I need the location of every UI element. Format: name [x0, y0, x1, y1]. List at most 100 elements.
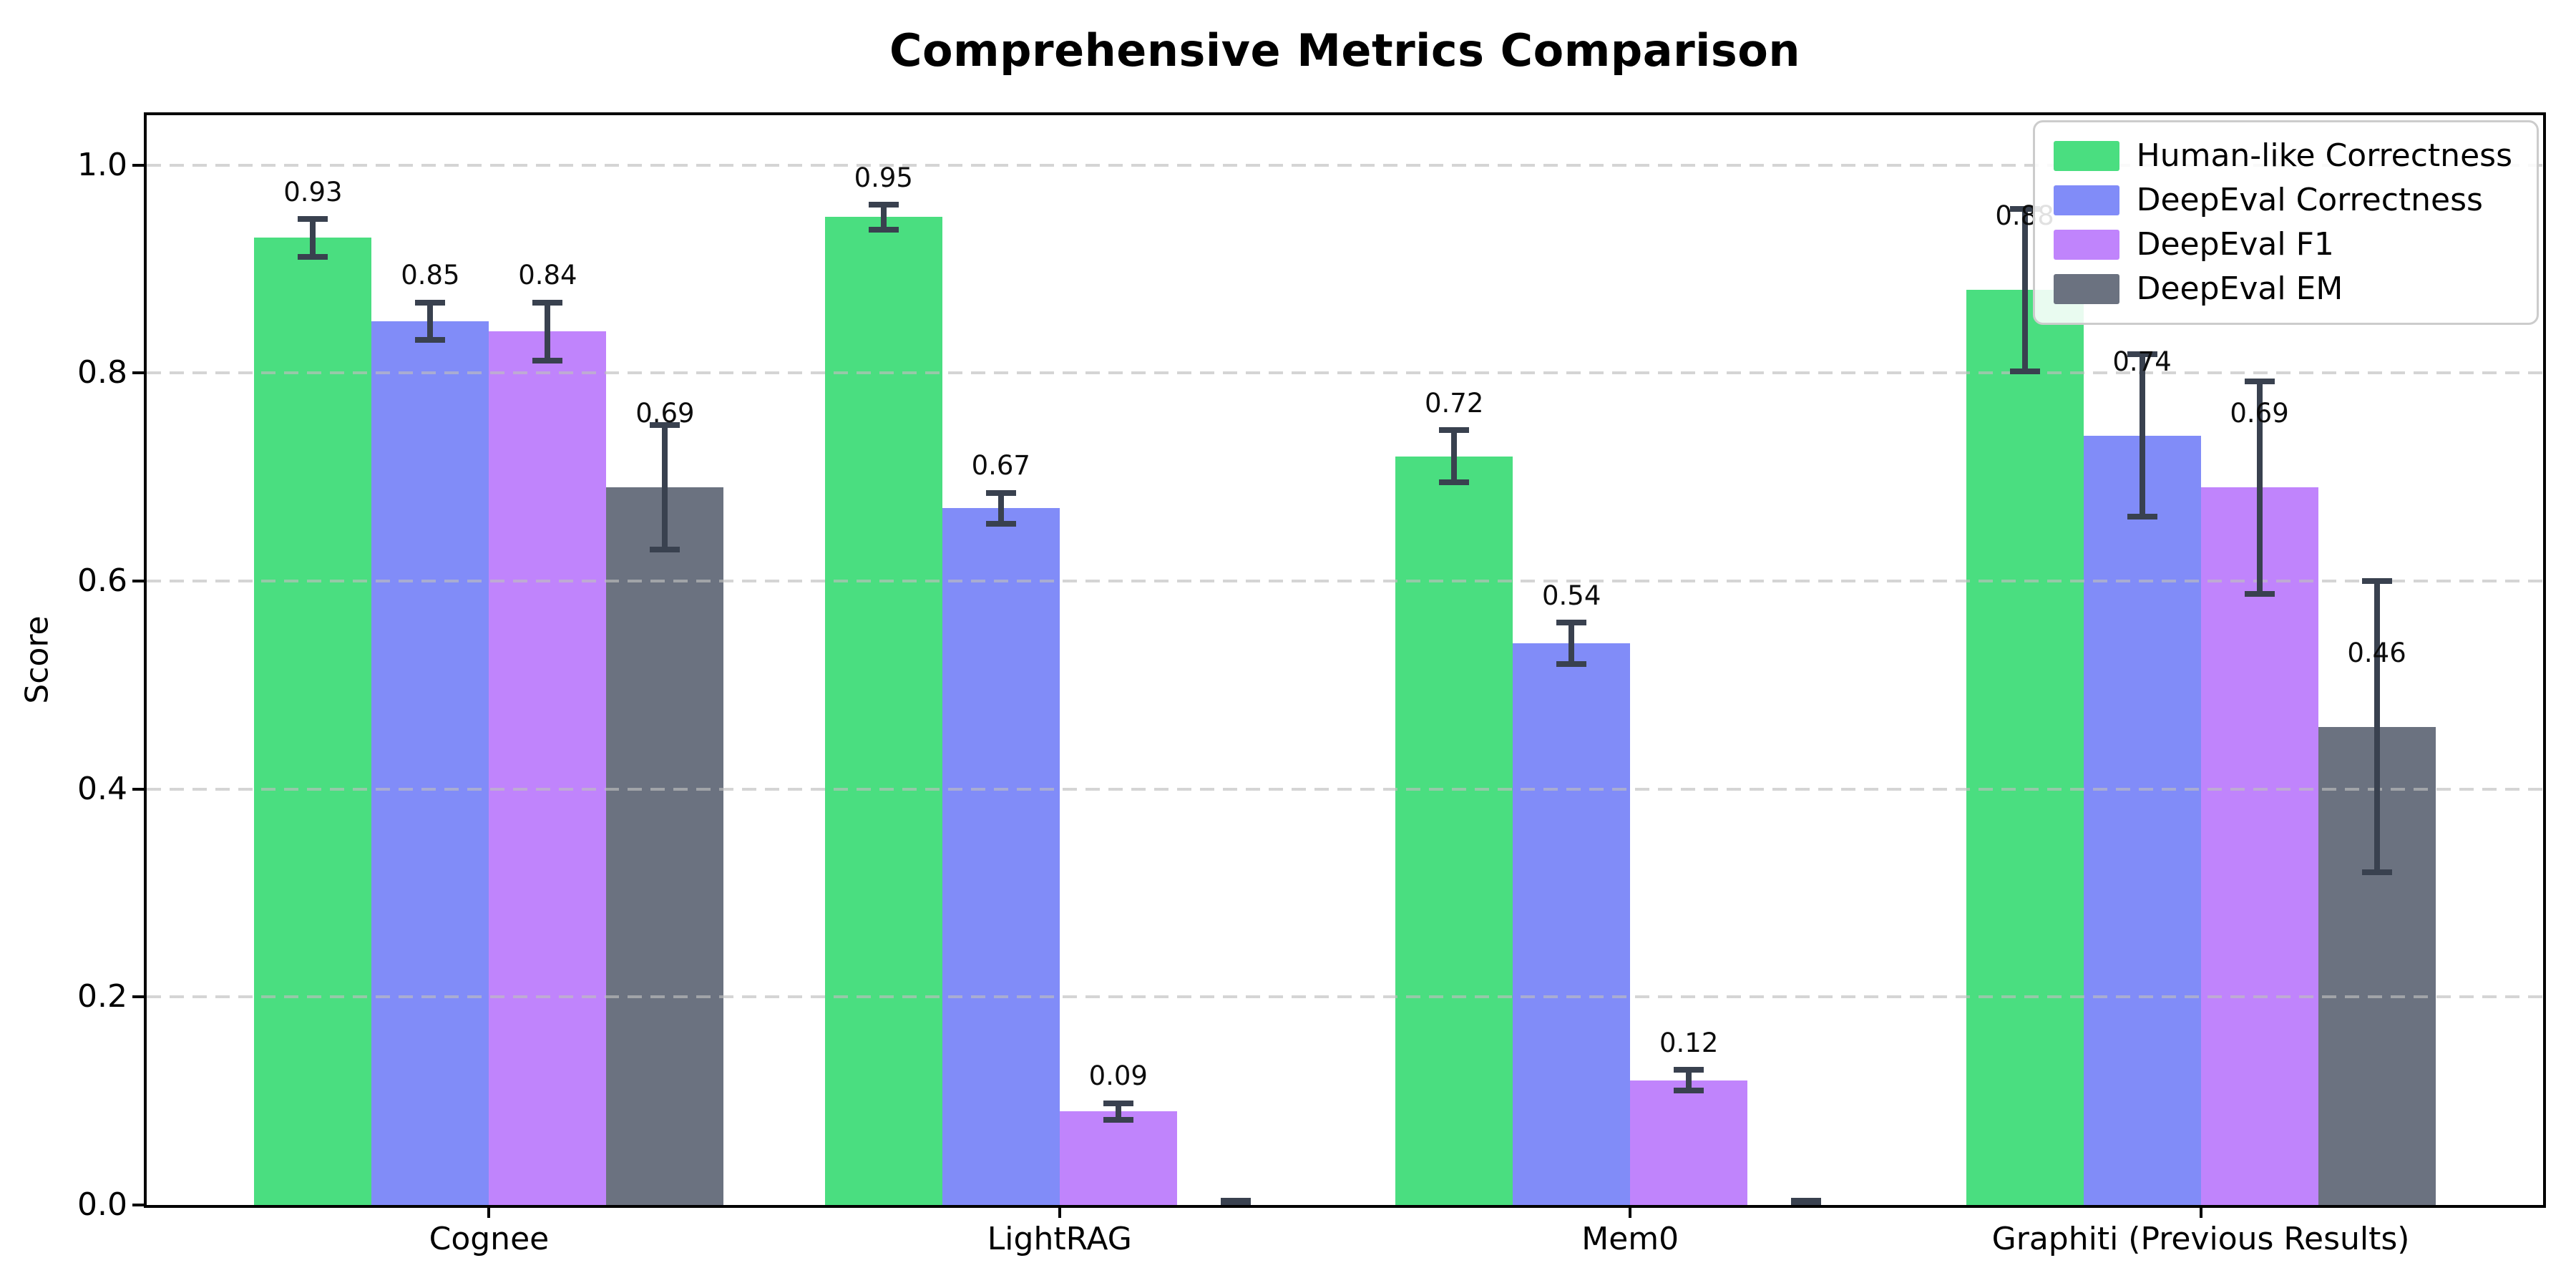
value-label: 0.72 — [1424, 387, 1484, 419]
bar-deepeval-f1-cognee — [489, 331, 607, 1205]
value-label: 0.09 — [1088, 1060, 1148, 1092]
error-bar-cap — [1556, 620, 1587, 626]
gridline — [147, 163, 2543, 167]
error-bar-cap — [2127, 351, 2157, 358]
y-axis-label: Score — [19, 615, 56, 704]
error-bar-cap — [2244, 379, 2275, 385]
bar-deepeval-correctness-mem0 — [1513, 643, 1631, 1205]
y-tick-mark — [132, 787, 144, 791]
error-bar-line — [427, 302, 434, 340]
error-bar-cap — [868, 226, 899, 233]
gridline — [147, 580, 2543, 583]
error-bar-cap — [868, 201, 899, 208]
error-bar-line — [310, 219, 316, 257]
x-tick-label-cognee: Cognee — [429, 1221, 550, 1257]
error-bar-cap — [1674, 1067, 1704, 1073]
value-label: 0.95 — [854, 162, 913, 193]
legend-item-deepeval-f1: DeepEval F1 — [2053, 226, 2512, 263]
error-bar-cap — [1791, 1198, 1822, 1204]
error-bar-cap — [1674, 1088, 1704, 1094]
gridline — [147, 787, 2543, 791]
error-bar-cap — [2009, 205, 2040, 212]
bar-deepeval-correctness-graphiti-previous-results- — [2083, 435, 2201, 1205]
value-label: 0.69 — [635, 398, 695, 429]
error-bar-cap — [2244, 590, 2275, 597]
error-bar-cap — [298, 253, 328, 260]
error-bar-cap — [1439, 427, 1470, 434]
y-tick-label: 0.0 — [77, 1186, 127, 1223]
bar-deepeval-f1-graphiti-previous-results- — [2200, 487, 2318, 1205]
legend-swatch — [2053, 185, 2119, 215]
value-label: 0.46 — [2347, 637, 2406, 668]
error-bar-cap — [1556, 661, 1587, 668]
legend-item-label: DeepEval EM — [2136, 270, 2343, 307]
x-tick-mark — [1629, 1206, 1632, 1218]
bar-deepeval-f1-lightrag — [1059, 1111, 1177, 1205]
error-bar-line — [1451, 430, 1458, 482]
error-bar-line — [662, 425, 668, 550]
y-tick-mark — [132, 995, 144, 999]
error-bar-cap — [415, 336, 446, 343]
legend-item-deepeval-correctness: DeepEval Correctness — [2053, 182, 2512, 218]
bar-human-like-correctness-mem0 — [1395, 456, 1513, 1205]
error-bar-cap — [2127, 513, 2157, 519]
x-tick-mark — [487, 1206, 491, 1218]
legend-item-label: DeepEval Correctness — [2136, 182, 2483, 218]
error-bar-cap — [1439, 479, 1470, 485]
error-bar-line — [997, 492, 1004, 525]
value-label: 0.12 — [1659, 1027, 1719, 1058]
bar-deepeval-em-cognee — [606, 487, 724, 1205]
y-tick-label: 0.2 — [77, 978, 127, 1015]
legend-swatch — [2053, 230, 2119, 260]
legend-item-label: Human-like Correctness — [2136, 137, 2512, 174]
error-bar-line — [1115, 1103, 1121, 1120]
error-bar-cap — [1103, 1116, 1133, 1123]
x-tick-label-lightrag: LightRAG — [987, 1221, 1132, 1257]
legend-item-human-like-correctness: Human-like Correctness — [2053, 137, 2512, 174]
value-label: 0.74 — [2112, 346, 2172, 377]
legend-swatch — [2053, 141, 2119, 171]
y-tick-mark — [132, 580, 144, 583]
plot-inner: 0.93 0.95 0.72 0.88 0.85 0.67 0.54 0.74 0.84 0.09… — [147, 115, 2543, 1205]
error-bar-cap — [650, 547, 680, 553]
error-bar-cap — [2009, 368, 2040, 374]
value-label: 0.85 — [401, 260, 460, 291]
x-tick-mark — [2199, 1206, 2202, 1218]
error-bar-cap — [985, 521, 1016, 527]
error-bar-cap — [1103, 1100, 1133, 1106]
error-bar-line — [1568, 623, 1575, 665]
value-label: 0.69 — [2230, 398, 2289, 429]
error-bar-line — [545, 302, 551, 361]
error-bar-line — [2373, 581, 2380, 872]
y-tick-mark — [132, 371, 144, 375]
bar-deepeval-f1-mem0 — [1630, 1080, 1748, 1205]
y-tick-mark — [132, 1204, 144, 1206]
error-bar-cap — [2361, 578, 2392, 585]
legend: Human-like Correctness DeepEval Correctne… — [2032, 120, 2539, 325]
gridline — [147, 995, 2543, 999]
error-bar-cap — [532, 299, 563, 306]
y-tick-label: 0.8 — [77, 354, 127, 391]
error-bar-cap — [532, 357, 563, 364]
y-tick-label: 0.6 — [77, 562, 127, 600]
bar-human-like-correctness-graphiti-previous-results- — [1966, 290, 2084, 1205]
value-label: 0.93 — [283, 176, 343, 208]
x-tick-mark — [1058, 1206, 1061, 1218]
error-bar-line — [2139, 354, 2145, 517]
x-tick-label-graphiti-previous-results-: Graphiti (Previous Results) — [1991, 1221, 2410, 1257]
chart-title: Comprehensive Metrics Comparison — [889, 24, 1801, 77]
error-bar-cap — [415, 299, 446, 306]
error-bar-cap — [650, 422, 680, 429]
value-label: 0.84 — [518, 260, 577, 291]
error-bar-line — [880, 204, 887, 230]
gridline — [147, 371, 2543, 375]
error-bar-cap — [985, 489, 1016, 496]
bar-deepeval-correctness-cognee — [371, 321, 489, 1205]
legend-item-label: DeepEval F1 — [2136, 226, 2334, 263]
y-tick-mark — [132, 163, 144, 167]
value-label: 0.67 — [971, 450, 1030, 482]
error-bar-cap — [298, 216, 328, 223]
y-tick-label: 1.0 — [77, 146, 127, 183]
y-tick-label: 0.4 — [77, 770, 127, 807]
